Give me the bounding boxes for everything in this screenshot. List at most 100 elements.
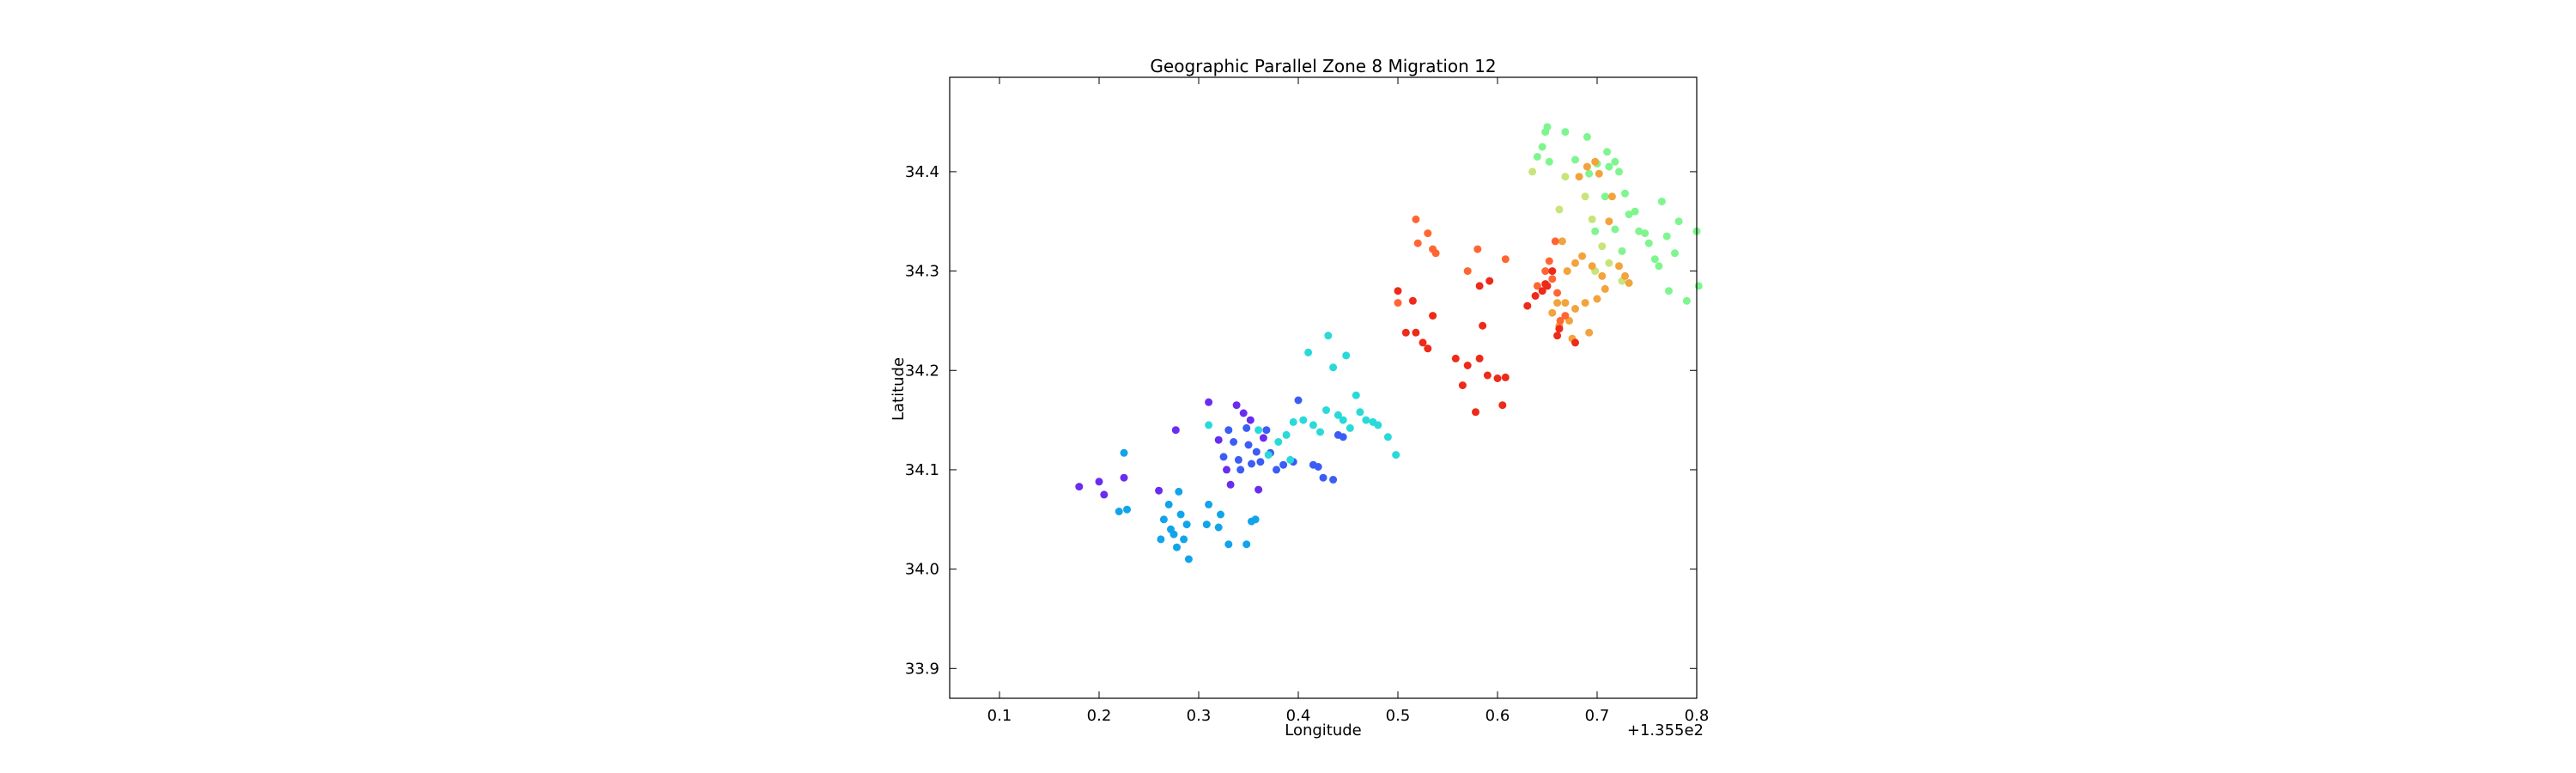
data-point — [1170, 530, 1178, 539]
data-point — [1555, 205, 1564, 214]
data-point — [1485, 277, 1494, 285]
x-axis-label: Longitude — [1285, 721, 1362, 740]
x-tick-label: 0.5 — [1386, 707, 1411, 725]
data-point — [1501, 373, 1510, 381]
data-point — [1408, 296, 1417, 305]
data-point — [1244, 441, 1253, 449]
y-axis-label: Latitude — [890, 357, 908, 421]
data-point — [1236, 466, 1245, 474]
data-point — [1475, 282, 1484, 290]
data-point — [1541, 267, 1550, 276]
data-point — [1621, 271, 1629, 280]
data-point — [1419, 338, 1427, 347]
data-point — [1282, 430, 1291, 439]
data-point — [1543, 123, 1552, 131]
data-point — [1528, 167, 1537, 176]
data-point — [1394, 299, 1402, 307]
data-point — [1545, 257, 1553, 265]
data-point — [1224, 540, 1233, 549]
data-point — [1224, 426, 1233, 435]
data-point — [1120, 448, 1128, 457]
data-point — [1394, 287, 1402, 295]
x-tick-label: 0.8 — [1685, 707, 1710, 725]
data-point — [1362, 416, 1370, 424]
data-point — [1239, 409, 1248, 417]
data-point — [1545, 157, 1553, 166]
data-point — [1232, 401, 1241, 410]
data-point — [1242, 423, 1251, 432]
data-point — [1401, 328, 1410, 337]
data-point — [1644, 239, 1653, 247]
data-point — [1583, 132, 1591, 141]
data-point — [1309, 460, 1317, 469]
data-point — [1601, 284, 1609, 293]
data-point — [1665, 287, 1673, 295]
data-point — [1123, 505, 1131, 514]
x-tick-label: 0.2 — [1087, 707, 1112, 725]
data-point — [1429, 312, 1437, 320]
data-point — [1274, 438, 1283, 446]
data-point — [1662, 232, 1671, 240]
data-point — [1431, 249, 1440, 258]
data-point — [1555, 325, 1564, 333]
data-point — [1657, 198, 1666, 206]
data-point — [1324, 332, 1333, 340]
data-point — [1334, 411, 1342, 419]
data-point — [1205, 500, 1213, 508]
data-point — [1412, 215, 1420, 223]
y-tick-label: 33.9 — [905, 660, 939, 678]
data-point — [1585, 169, 1594, 178]
x-tick-label: 0.1 — [987, 707, 1012, 725]
data-point — [1255, 426, 1263, 435]
data-point — [1625, 279, 1633, 287]
data-point — [1543, 282, 1552, 290]
data-point — [1593, 295, 1601, 303]
data-point — [1424, 344, 1432, 353]
data-point — [1501, 255, 1510, 264]
data-point — [1611, 225, 1619, 234]
data-point — [1605, 259, 1613, 267]
data-point — [1553, 332, 1562, 340]
data-point — [1273, 466, 1280, 474]
data-point — [1601, 192, 1609, 201]
data-point — [1553, 299, 1562, 307]
data-point — [1598, 271, 1607, 280]
data-point — [1655, 262, 1663, 271]
data-point — [1621, 189, 1629, 198]
data-point — [1184, 555, 1193, 563]
data-point — [1304, 348, 1313, 356]
data-point — [1223, 466, 1230, 474]
data-point — [1641, 229, 1649, 238]
data-point — [1475, 354, 1484, 362]
data-point — [1585, 328, 1594, 337]
data-point — [1383, 433, 1392, 441]
data-point — [1561, 299, 1570, 307]
data-point — [1473, 245, 1482, 253]
data-point — [1483, 371, 1492, 380]
data-point — [1182, 520, 1191, 529]
data-point — [1120, 473, 1128, 482]
data-point — [1339, 416, 1347, 424]
data-point — [1230, 438, 1238, 446]
data-point — [1451, 354, 1460, 362]
data-point — [1264, 451, 1273, 460]
x-tick-label: 0.4 — [1286, 707, 1311, 725]
data-point — [1598, 242, 1607, 251]
data-point — [1159, 515, 1168, 524]
data-point — [1625, 210, 1633, 219]
x-tick-label: 0.6 — [1485, 707, 1510, 725]
data-point — [1563, 267, 1571, 276]
data-point — [1176, 510, 1185, 519]
data-point — [1173, 543, 1181, 551]
data-point — [1259, 434, 1267, 442]
data-point — [1605, 217, 1613, 226]
data-point — [1551, 237, 1559, 246]
data-point — [1346, 423, 1354, 432]
data-point — [1548, 308, 1557, 317]
data-point — [1561, 173, 1570, 181]
data-point — [1279, 460, 1288, 469]
data-point — [1392, 451, 1400, 460]
data-point — [1352, 391, 1360, 399]
